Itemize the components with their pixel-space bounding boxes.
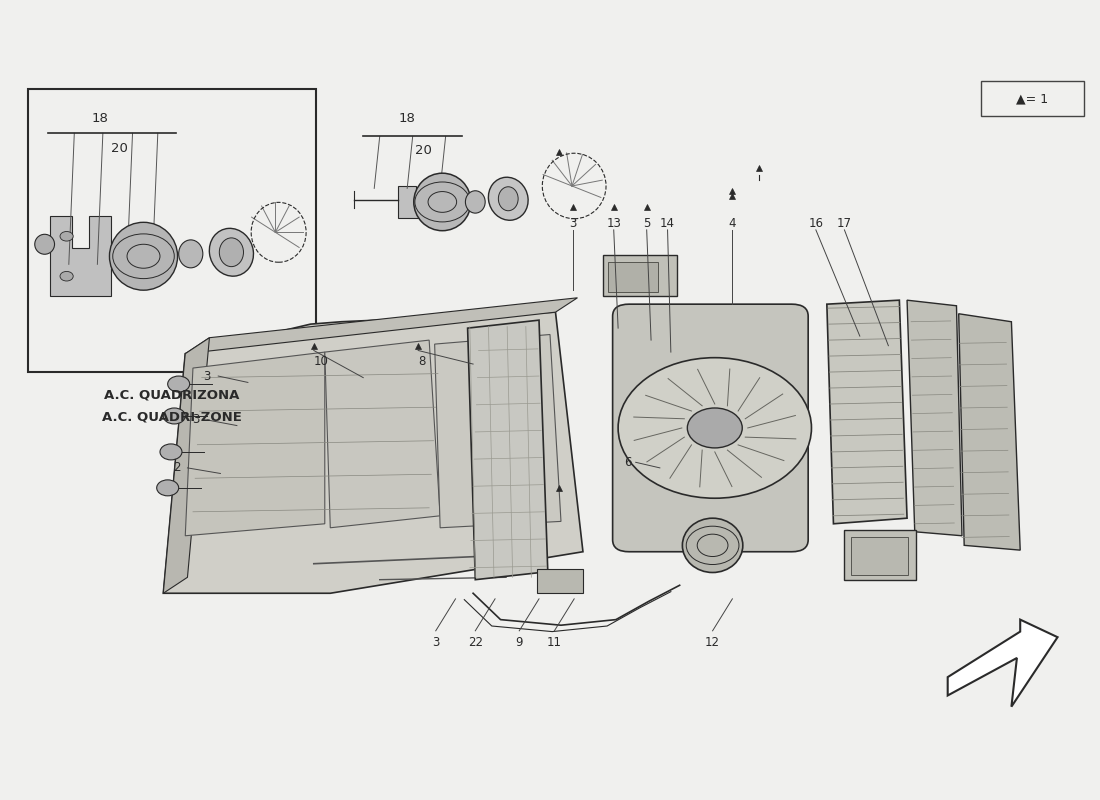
Ellipse shape	[498, 186, 518, 210]
Ellipse shape	[35, 234, 55, 254]
Polygon shape	[51, 216, 111, 296]
Polygon shape	[468, 320, 548, 580]
Polygon shape	[185, 352, 324, 536]
Polygon shape	[908, 300, 962, 536]
Bar	[851, 537, 909, 575]
FancyBboxPatch shape	[613, 304, 808, 552]
Bar	[608, 262, 658, 292]
Ellipse shape	[209, 228, 253, 276]
Circle shape	[156, 480, 178, 496]
Polygon shape	[163, 338, 209, 594]
Circle shape	[160, 444, 182, 460]
Text: 3: 3	[204, 370, 211, 382]
Ellipse shape	[178, 240, 202, 268]
Text: 9: 9	[516, 636, 522, 650]
Text: 3: 3	[570, 217, 576, 230]
Circle shape	[618, 358, 812, 498]
Polygon shape	[434, 334, 561, 528]
Bar	[845, 530, 916, 580]
Bar	[603, 254, 678, 296]
Text: 4: 4	[728, 217, 736, 230]
Text: 5: 5	[644, 217, 650, 230]
Text: 2: 2	[173, 462, 180, 474]
Ellipse shape	[110, 222, 177, 290]
Polygon shape	[185, 298, 578, 354]
Polygon shape	[398, 186, 434, 218]
Text: 22: 22	[468, 636, 483, 650]
Polygon shape	[827, 300, 908, 524]
Text: A.C. QUADRI-ZONE: A.C. QUADRI-ZONE	[102, 410, 242, 423]
Text: 20: 20	[111, 142, 128, 155]
Text: 3: 3	[192, 414, 200, 426]
Text: 13: 13	[606, 217, 621, 230]
Polygon shape	[163, 312, 583, 594]
Text: ▲= 1: ▲= 1	[1016, 93, 1048, 106]
Text: 12: 12	[705, 636, 720, 650]
Ellipse shape	[414, 173, 471, 230]
Bar	[537, 570, 583, 594]
Circle shape	[60, 271, 74, 281]
Text: 10: 10	[315, 355, 329, 368]
Circle shape	[163, 408, 185, 424]
Polygon shape	[948, 620, 1057, 706]
Text: 14: 14	[660, 217, 675, 230]
Bar	[29, 89, 316, 372]
Text: 16: 16	[808, 217, 824, 230]
Text: 18: 18	[398, 112, 416, 126]
Text: 17: 17	[837, 217, 851, 230]
Text: 8: 8	[418, 355, 425, 368]
Text: A.C. QUADRIZONA: A.C. QUADRIZONA	[104, 388, 240, 401]
Circle shape	[688, 408, 742, 448]
Ellipse shape	[488, 178, 528, 220]
Ellipse shape	[682, 518, 742, 573]
FancyBboxPatch shape	[981, 82, 1084, 117]
Ellipse shape	[219, 238, 243, 266]
Polygon shape	[324, 340, 440, 528]
Text: 6: 6	[625, 456, 631, 469]
Text: 20: 20	[415, 143, 432, 157]
Circle shape	[167, 376, 189, 392]
Text: 18: 18	[91, 112, 108, 126]
Ellipse shape	[465, 190, 485, 213]
Polygon shape	[959, 314, 1020, 550]
Text: 3: 3	[432, 636, 439, 650]
Text: 11: 11	[547, 636, 562, 650]
Circle shape	[60, 231, 74, 241]
